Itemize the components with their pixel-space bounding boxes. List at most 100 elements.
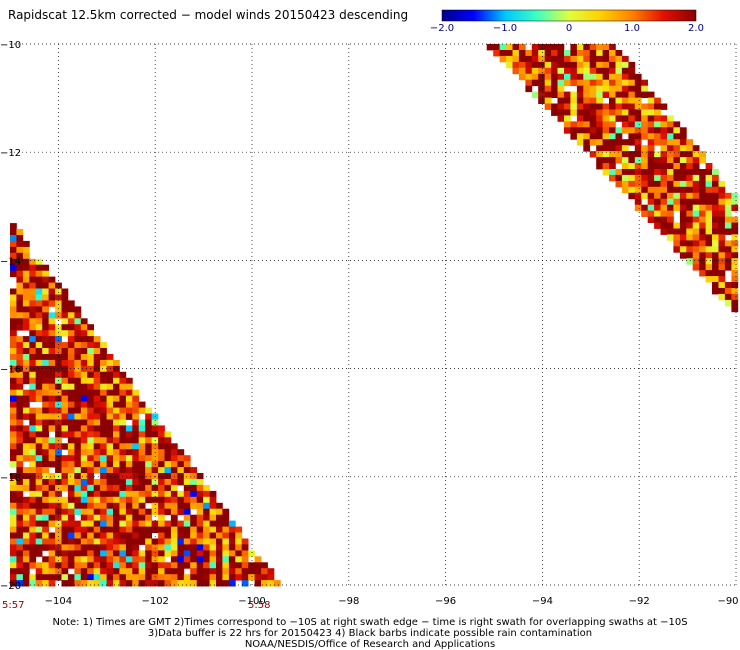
heatmap-cell [42, 449, 49, 456]
heatmap-cell [177, 550, 185, 557]
heatmap-cell [686, 216, 694, 223]
heatmap-cell [731, 228, 739, 235]
heatmap-cell [74, 479, 82, 486]
heatmap-cell [106, 514, 114, 522]
heatmap-cell [621, 115, 629, 122]
heatmap-cell [158, 568, 165, 575]
heatmap-cell [621, 186, 629, 194]
heatmap-cell [699, 240, 706, 247]
heatmap-cell [125, 479, 133, 486]
heatmap-cell [634, 97, 642, 104]
heatmap-cell [615, 85, 623, 93]
heatmap-cell [22, 282, 30, 289]
heatmap-cell [16, 473, 24, 480]
heatmap-cell [589, 73, 597, 81]
heatmap-cell [22, 574, 30, 581]
heatmap-cell [564, 55, 571, 63]
heatmap-cell [138, 407, 146, 414]
heatmap-cell [138, 401, 146, 408]
heatmap-cell [48, 294, 56, 301]
heatmap-cell [557, 91, 565, 98]
heatmap-cell [731, 252, 739, 259]
heatmap-cell [22, 354, 30, 361]
heatmap-cell [564, 73, 571, 81]
heatmap-cell [621, 67, 629, 75]
heatmap-cell [16, 389, 24, 397]
heatmap-cell [80, 419, 88, 426]
heatmap-cell [42, 359, 49, 367]
heatmap-cell [615, 151, 623, 158]
heatmap-cell [48, 514, 56, 522]
heatmap-cell [119, 467, 127, 474]
heatmap-cell [35, 258, 43, 266]
heatmap-cell [170, 580, 178, 587]
heatmap-cell [93, 359, 101, 367]
heatmap-cell [35, 473, 43, 480]
heatmap-cell [87, 365, 94, 373]
heatmap-cell [132, 532, 140, 539]
heatmap-cell [16, 484, 24, 492]
heatmap-cell [602, 163, 610, 170]
heatmap-cell [74, 401, 82, 408]
heatmap-cell [106, 544, 114, 551]
heatmap-cell [93, 342, 101, 349]
heatmap-cell [100, 568, 107, 575]
heatmap-cell [170, 520, 178, 527]
heatmap-cell [74, 312, 82, 319]
heatmap-cell [119, 520, 127, 527]
heatmap-cell [203, 484, 210, 492]
heatmap-cell [113, 395, 120, 402]
heatmap-cell [138, 431, 146, 438]
heatmap-cell [190, 556, 197, 563]
heatmap-cell [583, 133, 591, 140]
heatmap-cell [170, 443, 178, 450]
heatmap-cell [10, 235, 17, 242]
heatmap-cell [29, 479, 37, 486]
heatmap-cell [16, 377, 24, 385]
heatmap-cell [29, 264, 37, 272]
heatmap-cell [647, 91, 655, 98]
heatmap-cell [125, 467, 133, 474]
heatmap-cell [596, 157, 603, 164]
heatmap-cell [190, 490, 197, 498]
heatmap-cell [679, 133, 687, 140]
heatmap-cell [557, 109, 565, 116]
heatmap-cell [673, 222, 681, 229]
heatmap-cell [641, 133, 648, 140]
colorbar-label: 1.0 [624, 23, 640, 34]
heatmap-cell [544, 85, 552, 93]
heatmap-cell [42, 437, 49, 444]
heatmap-cell [164, 562, 172, 569]
heatmap-cell [686, 180, 694, 188]
heatmap-cell [705, 222, 713, 229]
heatmap-cell [518, 50, 526, 57]
heatmap-cell [647, 121, 655, 128]
heatmap-cell [641, 192, 648, 200]
heatmap-cell [190, 514, 197, 522]
heatmap-cell [100, 443, 107, 450]
heatmap-cell [628, 151, 636, 158]
heatmap-cell [570, 97, 578, 104]
heatmap-cell [538, 73, 545, 81]
heatmap-cell [679, 222, 687, 229]
heatmap-cell [16, 294, 24, 301]
heatmap-cell [667, 121, 674, 128]
heatmap-cell [518, 61, 526, 69]
heatmap-cell [602, 44, 610, 51]
heatmap-cell [87, 502, 94, 510]
heatmap-cell [609, 109, 616, 116]
heatmap-cell [647, 204, 655, 212]
heatmap-cell [190, 502, 197, 510]
heatmap-cell [74, 473, 82, 480]
heatmap-cell [100, 371, 107, 379]
heatmap-cell [731, 288, 739, 295]
heatmap-cell [248, 568, 255, 575]
heatmap-cell [170, 532, 178, 539]
heatmap-cell [42, 514, 49, 522]
heatmap-cell [16, 383, 24, 391]
heatmap-cell [183, 479, 191, 486]
heatmap-cell [100, 502, 107, 510]
heatmap-cell [158, 443, 165, 450]
heatmap-cell [35, 544, 43, 551]
heatmap-cell [35, 568, 43, 575]
